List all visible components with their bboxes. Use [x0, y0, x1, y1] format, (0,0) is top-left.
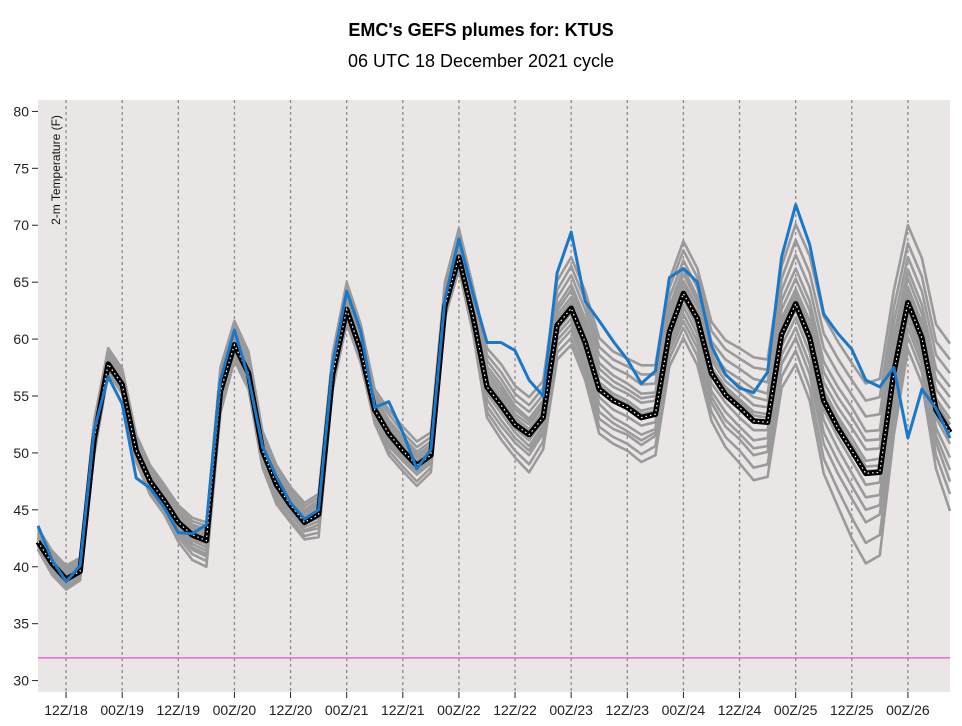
- ensemble-member-line: [36, 231, 952, 570]
- x-tick-label: 12Z/25: [830, 702, 874, 718]
- y-axis: 30 35 40 45 50 55 60 65 70 75 80: [13, 103, 38, 689]
- highlight-lines: [35, 203, 953, 584]
- control-run-line: [36, 203, 952, 584]
- ensemble-member-line: [36, 264, 952, 583]
- ensemble-member-line: [36, 242, 952, 574]
- y-tick-label: 50: [13, 445, 29, 461]
- vertical-gridlines: [65, 100, 909, 692]
- x-tick-label: 00Z/22: [437, 702, 481, 718]
- x-tick-label: 12Z/23: [605, 702, 649, 718]
- x-axis: 12Z/18 00Z/19 12Z/19 00Z/20 12Z/20 00Z/21 12Z/…: [44, 692, 930, 718]
- x-tick-label: 00Z/20: [213, 702, 257, 718]
- x-tick-label: 12Z/22: [493, 702, 537, 718]
- y-tick-label: 70: [13, 217, 29, 233]
- y-tick-label: 65: [13, 274, 29, 290]
- ensemble-member-line: [36, 262, 952, 586]
- x-tick-label: 00Z/24: [662, 702, 706, 718]
- y-tick-label: 80: [13, 103, 29, 119]
- ensemble-member-line: [36, 237, 952, 572]
- ensemble-member-line: [36, 222, 952, 567]
- y-tick-label: 35: [13, 616, 29, 632]
- y-tick-label: 75: [13, 160, 29, 176]
- y-tick-label: 55: [13, 388, 29, 404]
- ensemble-member-line: [36, 267, 952, 589]
- ensemble-member-line: [36, 259, 952, 587]
- y-tick-label: 60: [13, 331, 29, 347]
- x-tick-label: 00Z/25: [774, 702, 818, 718]
- y-tick-label: 30: [13, 673, 29, 689]
- x-tick-label: 12Z/21: [381, 702, 425, 718]
- ensemble-member-line: [36, 268, 952, 591]
- ensemble-member-line: [36, 245, 952, 577]
- x-tick-label: 12Z/24: [718, 702, 762, 718]
- y-axis-label: 2-m Temperature (F): [49, 115, 63, 225]
- x-tick-label: 12Z/19: [157, 702, 201, 718]
- x-tick-label: 00Z/19: [100, 702, 144, 718]
- x-tick-label: 12Z/18: [44, 702, 88, 718]
- y-tick-label: 45: [13, 502, 29, 518]
- chart-title: EMC's GEFS plumes for: KTUS: [348, 20, 614, 40]
- x-tick-label: 12Z/20: [269, 702, 313, 718]
- x-tick-label: 00Z/21: [325, 702, 369, 718]
- x-tick-label: 00Z/26: [886, 702, 930, 718]
- x-tick-label: 00Z/23: [549, 702, 593, 718]
- y-tick-label: 40: [13, 559, 29, 575]
- chart-subtitle: 06 UTC 18 December 2021 cycle: [347, 51, 615, 71]
